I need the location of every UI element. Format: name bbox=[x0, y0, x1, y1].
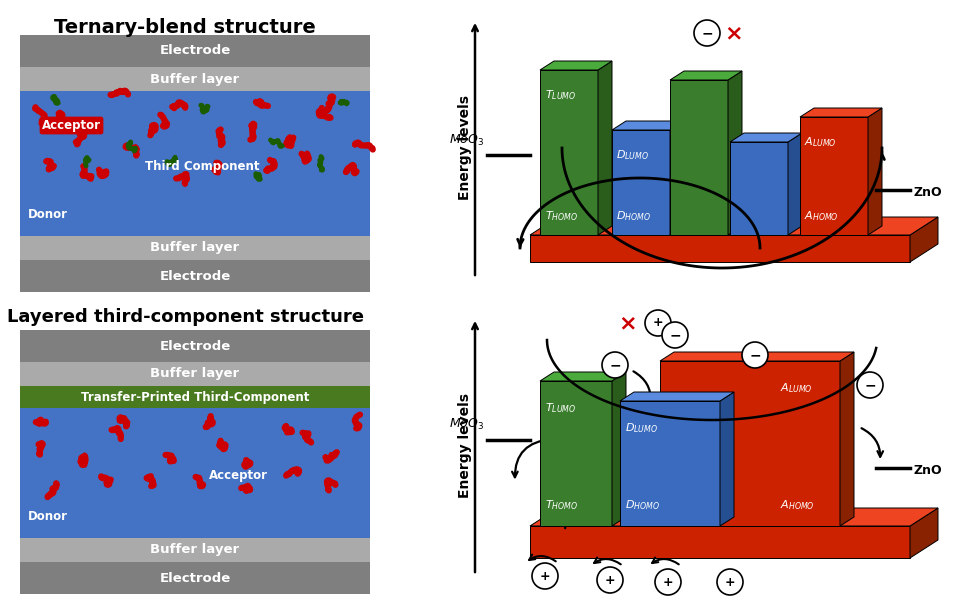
Polygon shape bbox=[910, 217, 938, 262]
Bar bbox=[20, 91, 370, 236]
Text: $MoO_3$: $MoO_3$ bbox=[449, 417, 484, 432]
Circle shape bbox=[597, 567, 623, 593]
Text: Third Component: Third Component bbox=[144, 160, 259, 173]
Polygon shape bbox=[670, 80, 728, 235]
Polygon shape bbox=[620, 401, 720, 526]
Text: −: − bbox=[749, 348, 761, 362]
Text: Electrode: Electrode bbox=[159, 44, 230, 58]
Polygon shape bbox=[670, 71, 742, 80]
Text: Buffer layer: Buffer layer bbox=[150, 368, 240, 380]
Polygon shape bbox=[728, 71, 742, 235]
Polygon shape bbox=[530, 235, 910, 262]
Polygon shape bbox=[620, 392, 734, 401]
Text: Acceptor: Acceptor bbox=[209, 469, 268, 482]
Polygon shape bbox=[730, 133, 802, 142]
Polygon shape bbox=[612, 130, 670, 235]
Text: ZnO: ZnO bbox=[913, 186, 942, 198]
Text: +: + bbox=[605, 573, 615, 586]
Text: +: + bbox=[725, 576, 736, 588]
Text: Acceptor: Acceptor bbox=[42, 119, 101, 132]
Bar bbox=[20, 330, 370, 362]
Polygon shape bbox=[730, 142, 788, 235]
Bar bbox=[20, 408, 370, 538]
Circle shape bbox=[742, 342, 768, 368]
Polygon shape bbox=[540, 70, 598, 235]
Text: −: − bbox=[701, 26, 713, 40]
Circle shape bbox=[857, 372, 883, 398]
Polygon shape bbox=[612, 372, 626, 526]
Circle shape bbox=[602, 352, 628, 378]
Polygon shape bbox=[660, 352, 854, 361]
Bar bbox=[20, 538, 370, 562]
Polygon shape bbox=[530, 508, 938, 526]
Text: ×: × bbox=[618, 313, 638, 333]
Text: $D_{HOMO}$: $D_{HOMO}$ bbox=[616, 209, 651, 223]
Text: Electrode: Electrode bbox=[159, 340, 230, 352]
Text: +: + bbox=[653, 316, 664, 329]
Text: Electrode: Electrode bbox=[159, 571, 230, 585]
Text: $A_{HOMO}$: $A_{HOMO}$ bbox=[780, 498, 815, 512]
Polygon shape bbox=[868, 108, 882, 235]
Polygon shape bbox=[720, 392, 734, 526]
Text: Electrode: Electrode bbox=[159, 270, 230, 283]
Text: $A_{HOMO}$: $A_{HOMO}$ bbox=[804, 209, 839, 223]
Text: −: − bbox=[669, 328, 681, 342]
Polygon shape bbox=[612, 121, 684, 130]
Text: −: − bbox=[864, 378, 875, 392]
Polygon shape bbox=[598, 61, 612, 235]
Text: $A_{LUMO}$: $A_{LUMO}$ bbox=[804, 135, 837, 149]
Text: $D_{LUMO}$: $D_{LUMO}$ bbox=[625, 421, 658, 435]
Circle shape bbox=[655, 569, 681, 595]
Text: −: − bbox=[610, 358, 621, 372]
Text: $T_{HOMO}$: $T_{HOMO}$ bbox=[545, 498, 579, 512]
Bar bbox=[20, 67, 370, 91]
Polygon shape bbox=[540, 372, 626, 381]
Circle shape bbox=[662, 322, 688, 348]
Text: Ternary-blend structure: Ternary-blend structure bbox=[54, 18, 316, 37]
Polygon shape bbox=[910, 508, 938, 558]
Text: $T_{LUMO}$: $T_{LUMO}$ bbox=[545, 401, 576, 415]
Text: ×: × bbox=[725, 23, 743, 43]
Circle shape bbox=[532, 563, 558, 589]
Circle shape bbox=[694, 20, 720, 46]
Polygon shape bbox=[540, 61, 612, 70]
Bar bbox=[20, 386, 370, 408]
Text: Transfer-Printed Third-Component: Transfer-Printed Third-Component bbox=[81, 391, 309, 404]
Circle shape bbox=[645, 310, 671, 336]
Text: Donor: Donor bbox=[28, 510, 68, 523]
Polygon shape bbox=[670, 121, 684, 235]
Text: Donor: Donor bbox=[28, 208, 68, 221]
Text: $MoO_3$: $MoO_3$ bbox=[449, 133, 484, 148]
Text: Buffer layer: Buffer layer bbox=[150, 72, 240, 86]
Text: Layered third-component structure: Layered third-component structure bbox=[7, 308, 363, 326]
Text: Energy levels: Energy levels bbox=[458, 95, 472, 201]
Bar bbox=[20, 260, 370, 292]
Bar bbox=[20, 562, 370, 594]
Polygon shape bbox=[800, 108, 882, 117]
Bar bbox=[20, 236, 370, 260]
Circle shape bbox=[717, 569, 743, 595]
Polygon shape bbox=[788, 133, 802, 235]
Polygon shape bbox=[540, 381, 612, 526]
Text: $A_{LUMO}$: $A_{LUMO}$ bbox=[780, 381, 813, 395]
Text: Energy levels: Energy levels bbox=[458, 394, 472, 498]
Polygon shape bbox=[800, 117, 868, 235]
Text: $T_{LUMO}$: $T_{LUMO}$ bbox=[545, 88, 576, 102]
Polygon shape bbox=[530, 217, 938, 235]
Text: Buffer layer: Buffer layer bbox=[150, 241, 240, 255]
Text: +: + bbox=[663, 576, 673, 588]
Text: ZnO: ZnO bbox=[913, 464, 942, 476]
Text: $D_{HOMO}$: $D_{HOMO}$ bbox=[625, 498, 660, 512]
Polygon shape bbox=[840, 352, 854, 526]
Text: Buffer layer: Buffer layer bbox=[150, 543, 240, 556]
Polygon shape bbox=[660, 361, 840, 526]
Polygon shape bbox=[530, 526, 910, 558]
Text: $D_{LUMO}$: $D_{LUMO}$ bbox=[616, 148, 649, 162]
Bar bbox=[20, 362, 370, 386]
Bar bbox=[20, 35, 370, 67]
Text: $T_{HOMO}$: $T_{HOMO}$ bbox=[545, 209, 579, 223]
Text: +: + bbox=[539, 570, 550, 582]
